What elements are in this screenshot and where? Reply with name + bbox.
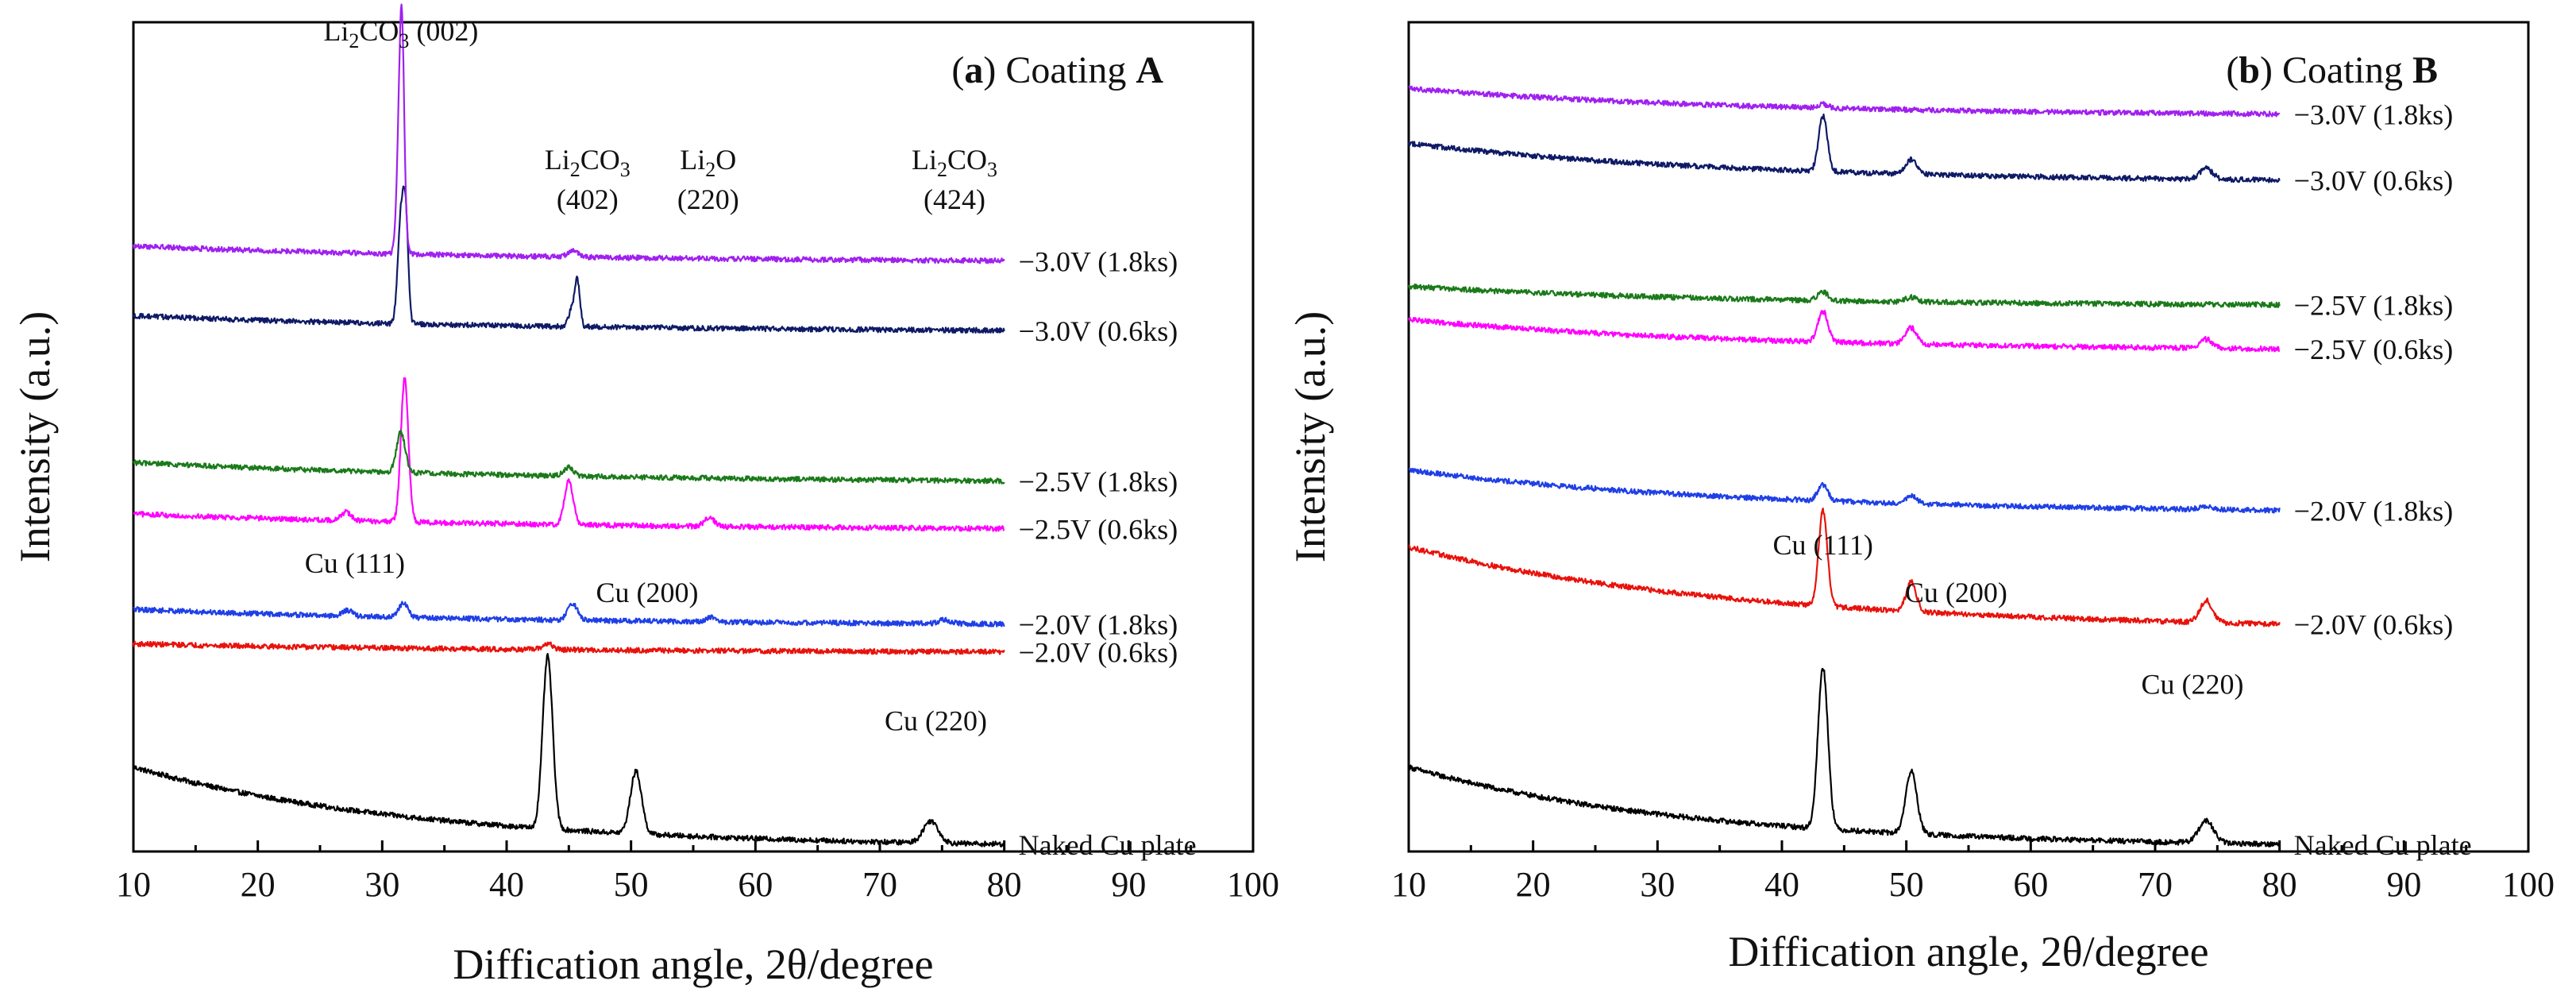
series-label: −2.0V (0.6ks) [1019,637,1178,669]
series-label: −2.5V (1.8ks) [1019,465,1178,497]
series-label: −3.0V (1.8ks) [1019,245,1178,277]
panel-a-annotation-li2co3-424: Li2CO3 (424) [912,144,997,215]
panel-b-x-ticks: 10 20 30 40 50 60 70 80 90 100 [1391,840,2555,904]
svg-text:(424): (424) [924,183,985,215]
svg-text:Li2CO3: Li2CO3 [912,144,997,181]
x-tick-label: 70 [2138,865,2173,904]
panel-a-annotation-cu111: Cu (111) [305,547,405,579]
panel-a-y-axis-label: Intensity (a.u.) [11,311,59,562]
panel-a-x-ticks: 10 20 30 40 50 60 70 80 90 100 [116,840,1279,904]
series-label: −2.0V (0.6ks) [2294,609,2454,641]
panel-b-annotation-cu220: Cu (220) [2142,668,2244,700]
panel-a-traces [132,3,1005,848]
series-line [133,600,1005,628]
svg-text:Li2O: Li2O [680,144,736,181]
series-label: −2.5V (1.8ks) [2294,290,2454,322]
series-label: −3.0V (0.6ks) [2294,165,2454,197]
series-label: −3.0V (1.8ks) [2294,98,2454,130]
series-label: −3.0V (0.6ks) [1019,315,1178,347]
panel-b-title: (b) Coating B [2226,49,2438,91]
panel-b-chart: 10 20 30 40 50 60 70 80 90 100 Naked Cu plate −2.0… [1286,21,2555,975]
x-tick-label: 70 [862,865,897,904]
x-tick-label: 60 [2013,865,2048,904]
x-tick-label: 10 [1391,865,1426,904]
series-line [1407,113,2281,183]
panel-b-x-axis-label: Diffication angle, 2θ/degree [1728,928,2208,975]
x-tick-label: 100 [2502,865,2555,904]
series-label: Naked Cu plate [1019,829,1197,861]
x-tick-label: 20 [241,865,276,904]
panel-a-annotation-cu200: Cu (200) [596,577,699,608]
panel-b-annotation-cu111: Cu (111) [1773,529,1873,561]
panel-b-annotation-cu200: Cu (200) [1905,577,2007,608]
x-tick-label: 100 [1227,865,1279,904]
series-label: −2.0V (1.8ks) [1019,609,1178,641]
x-tick-label: 20 [1516,865,1551,904]
panel-a-title: (a) Coating A [951,49,1163,91]
x-tick-label: 80 [2262,865,2297,904]
panel-b-y-axis-label: Intensity (a.u.) [1286,311,1334,562]
series-line [132,185,1005,334]
series-label: −2.0V (1.8ks) [2294,495,2454,527]
panel-b-series-labels: Naked Cu plate −2.0V (0.6ks) −2.0V (1.8ks)… [2294,98,2472,860]
series-label: −2.5V (0.6ks) [1019,513,1178,545]
x-tick-label: 90 [2386,865,2421,904]
series-line [132,652,1005,848]
x-tick-label: 40 [1764,865,1799,904]
x-tick-label: 90 [1111,865,1146,904]
panel-b-traces [1407,85,2281,848]
series-line [132,640,1005,655]
panel-a-annotation-li2co3-402: Li2CO3 (402) [545,144,631,215]
series-line [1408,467,2281,514]
panel-a-chart: 10 20 30 40 50 60 70 80 90 100 Naked Cu plate −2.0… [11,3,1279,988]
x-tick-label: 10 [116,865,151,904]
panel-a-annotation-li2co3-002: Li2CO3 (002) [323,15,478,52]
svg-text:(220): (220) [677,183,739,215]
svg-text:Li2CO3: Li2CO3 [545,144,631,181]
x-tick-label: 50 [1889,865,1924,904]
series-label: Naked Cu plate [2294,829,2472,861]
x-tick-label: 30 [364,865,399,904]
series-line [132,429,1005,485]
series-label: −2.5V (0.6ks) [2294,334,2454,365]
panel-a-x-axis-label: Diffication angle, 2θ/degree [453,940,933,988]
x-tick-label: 80 [987,865,1022,904]
series-line [1408,507,2281,628]
series-line [1407,283,2281,308]
series-line [133,376,1005,532]
panel-b-plot-frame [1407,21,2530,853]
series-line [1407,310,2281,353]
x-tick-label: 30 [1640,865,1675,904]
panel-a-annotation-cu220: Cu (220) [885,705,987,737]
series-line [1408,85,2281,118]
panel-a-annotation-li2o-220: Li2O (220) [677,144,739,215]
series-line [1407,667,2281,848]
series-line [132,3,1005,265]
x-tick-label: 60 [738,865,773,904]
svg-text:(402): (402) [557,183,619,215]
panel-a-series-labels: Naked Cu plate −2.0V (0.6ks)−2.0V (1.8ks)… [1019,245,1197,860]
x-tick-label: 40 [489,865,524,904]
x-tick-label: 50 [614,865,649,904]
